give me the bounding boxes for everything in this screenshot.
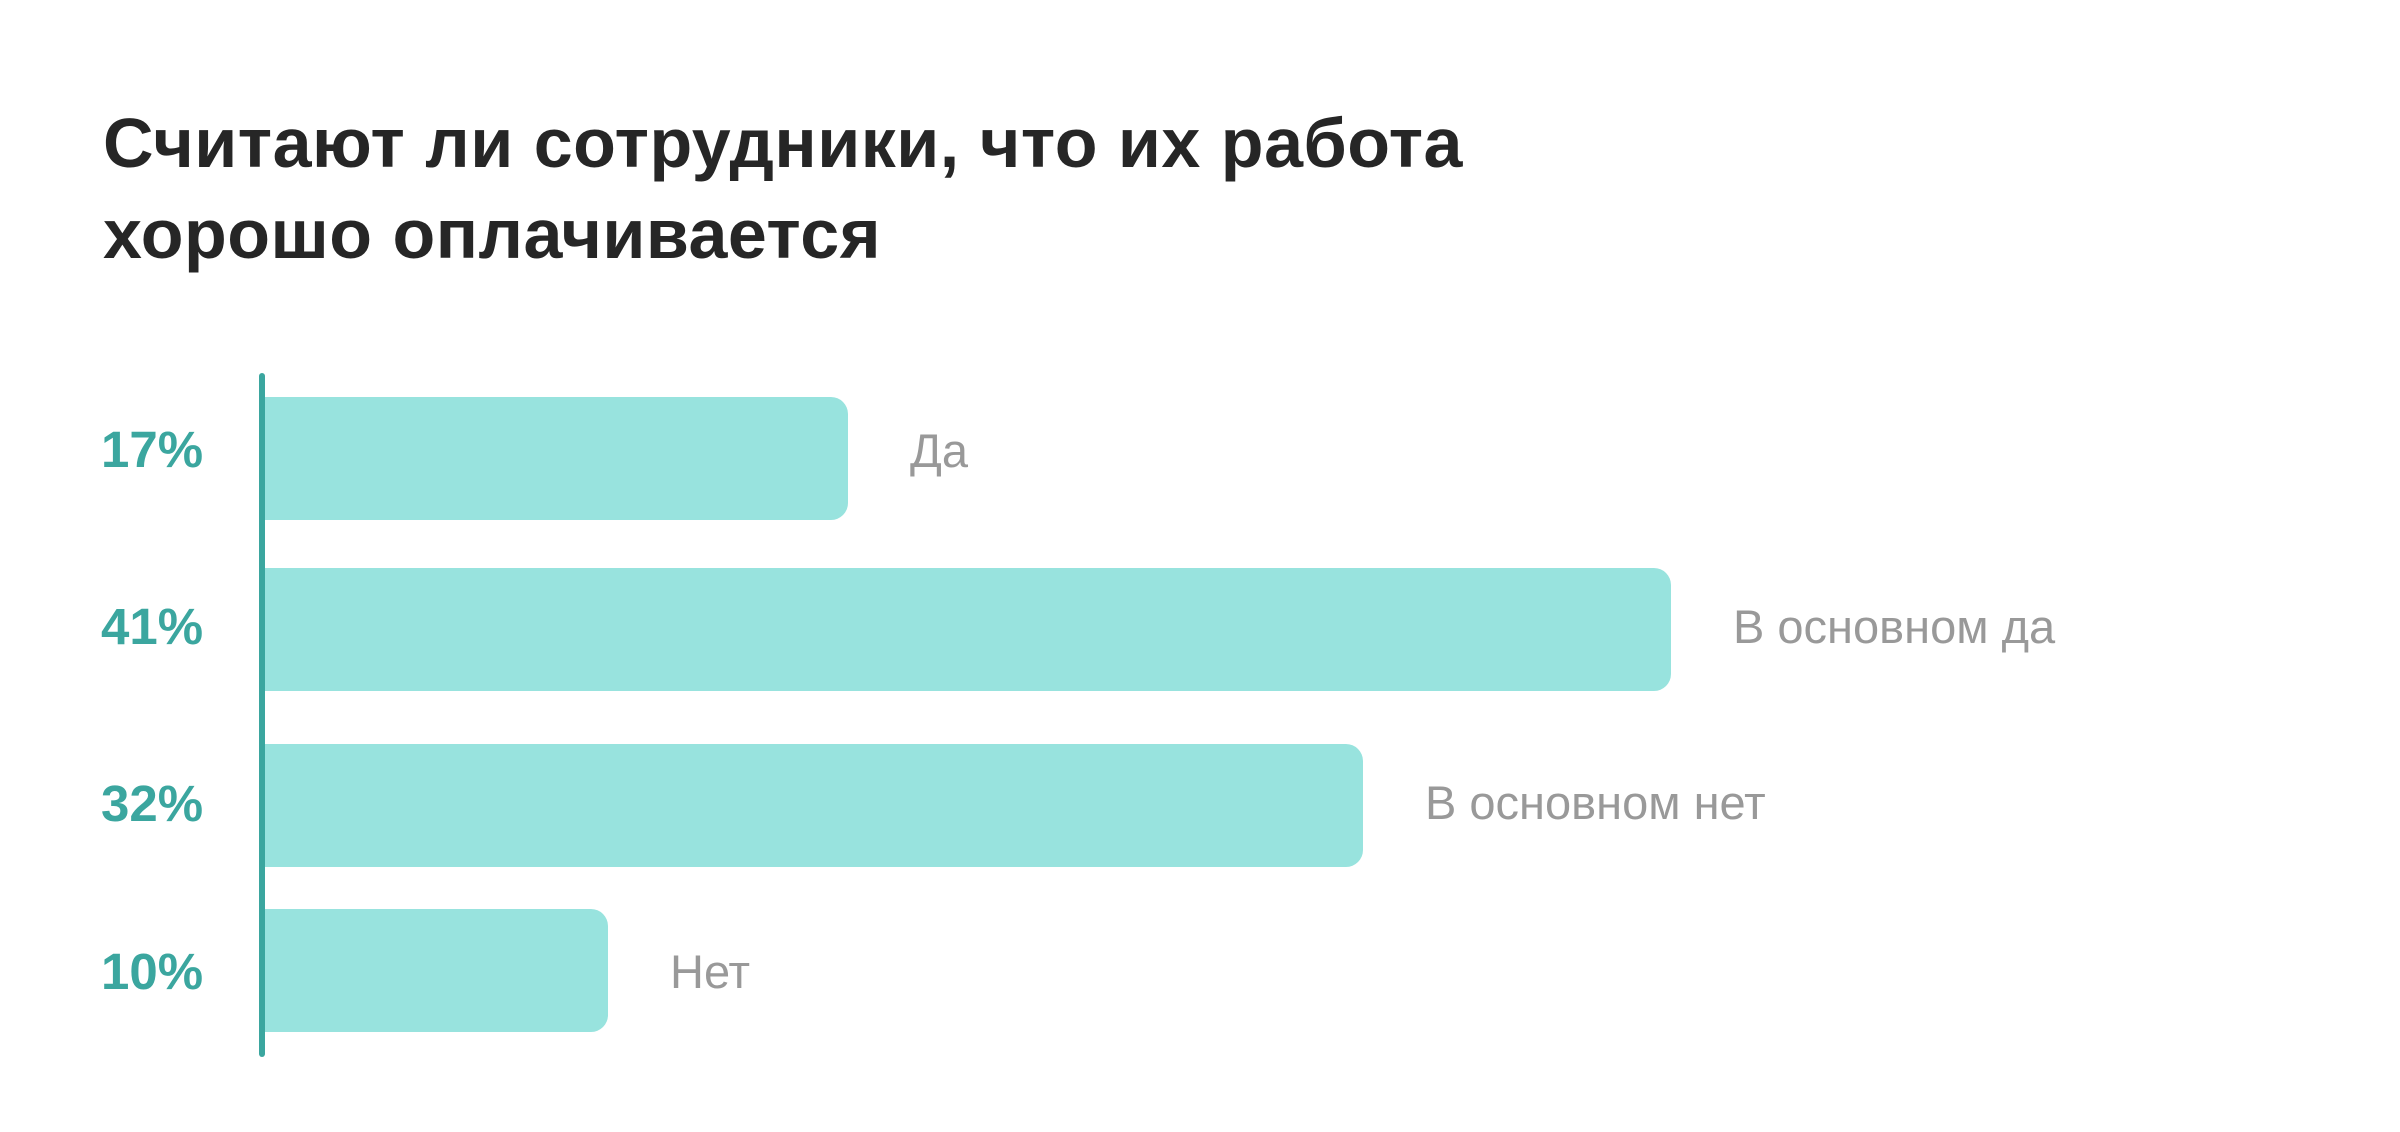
bar-net — [265, 909, 608, 1032]
category-label-mostly-yes: В основном да — [1733, 600, 2056, 653]
percent-label-mostly-yes: 41% — [101, 598, 204, 655]
bar-da — [265, 397, 848, 520]
bar-mostly-yes — [265, 568, 1671, 691]
category-label-net: Нет — [670, 945, 751, 998]
category-label-da: Да — [910, 424, 968, 477]
category-label-mostly-no: В основном нет — [1425, 776, 1766, 829]
chart-title-line-2: хорошо оплачивается — [103, 195, 882, 273]
percent-label-da: 17% — [101, 421, 204, 478]
chart-title-line-1: Считают ли сотрудники, что их работа — [103, 104, 1463, 182]
bar-mostly-no — [265, 744, 1363, 867]
percent-label-net: 10% — [101, 943, 204, 1000]
percent-label-mostly-no: 32% — [101, 775, 204, 832]
y-axis-line — [259, 373, 265, 1057]
